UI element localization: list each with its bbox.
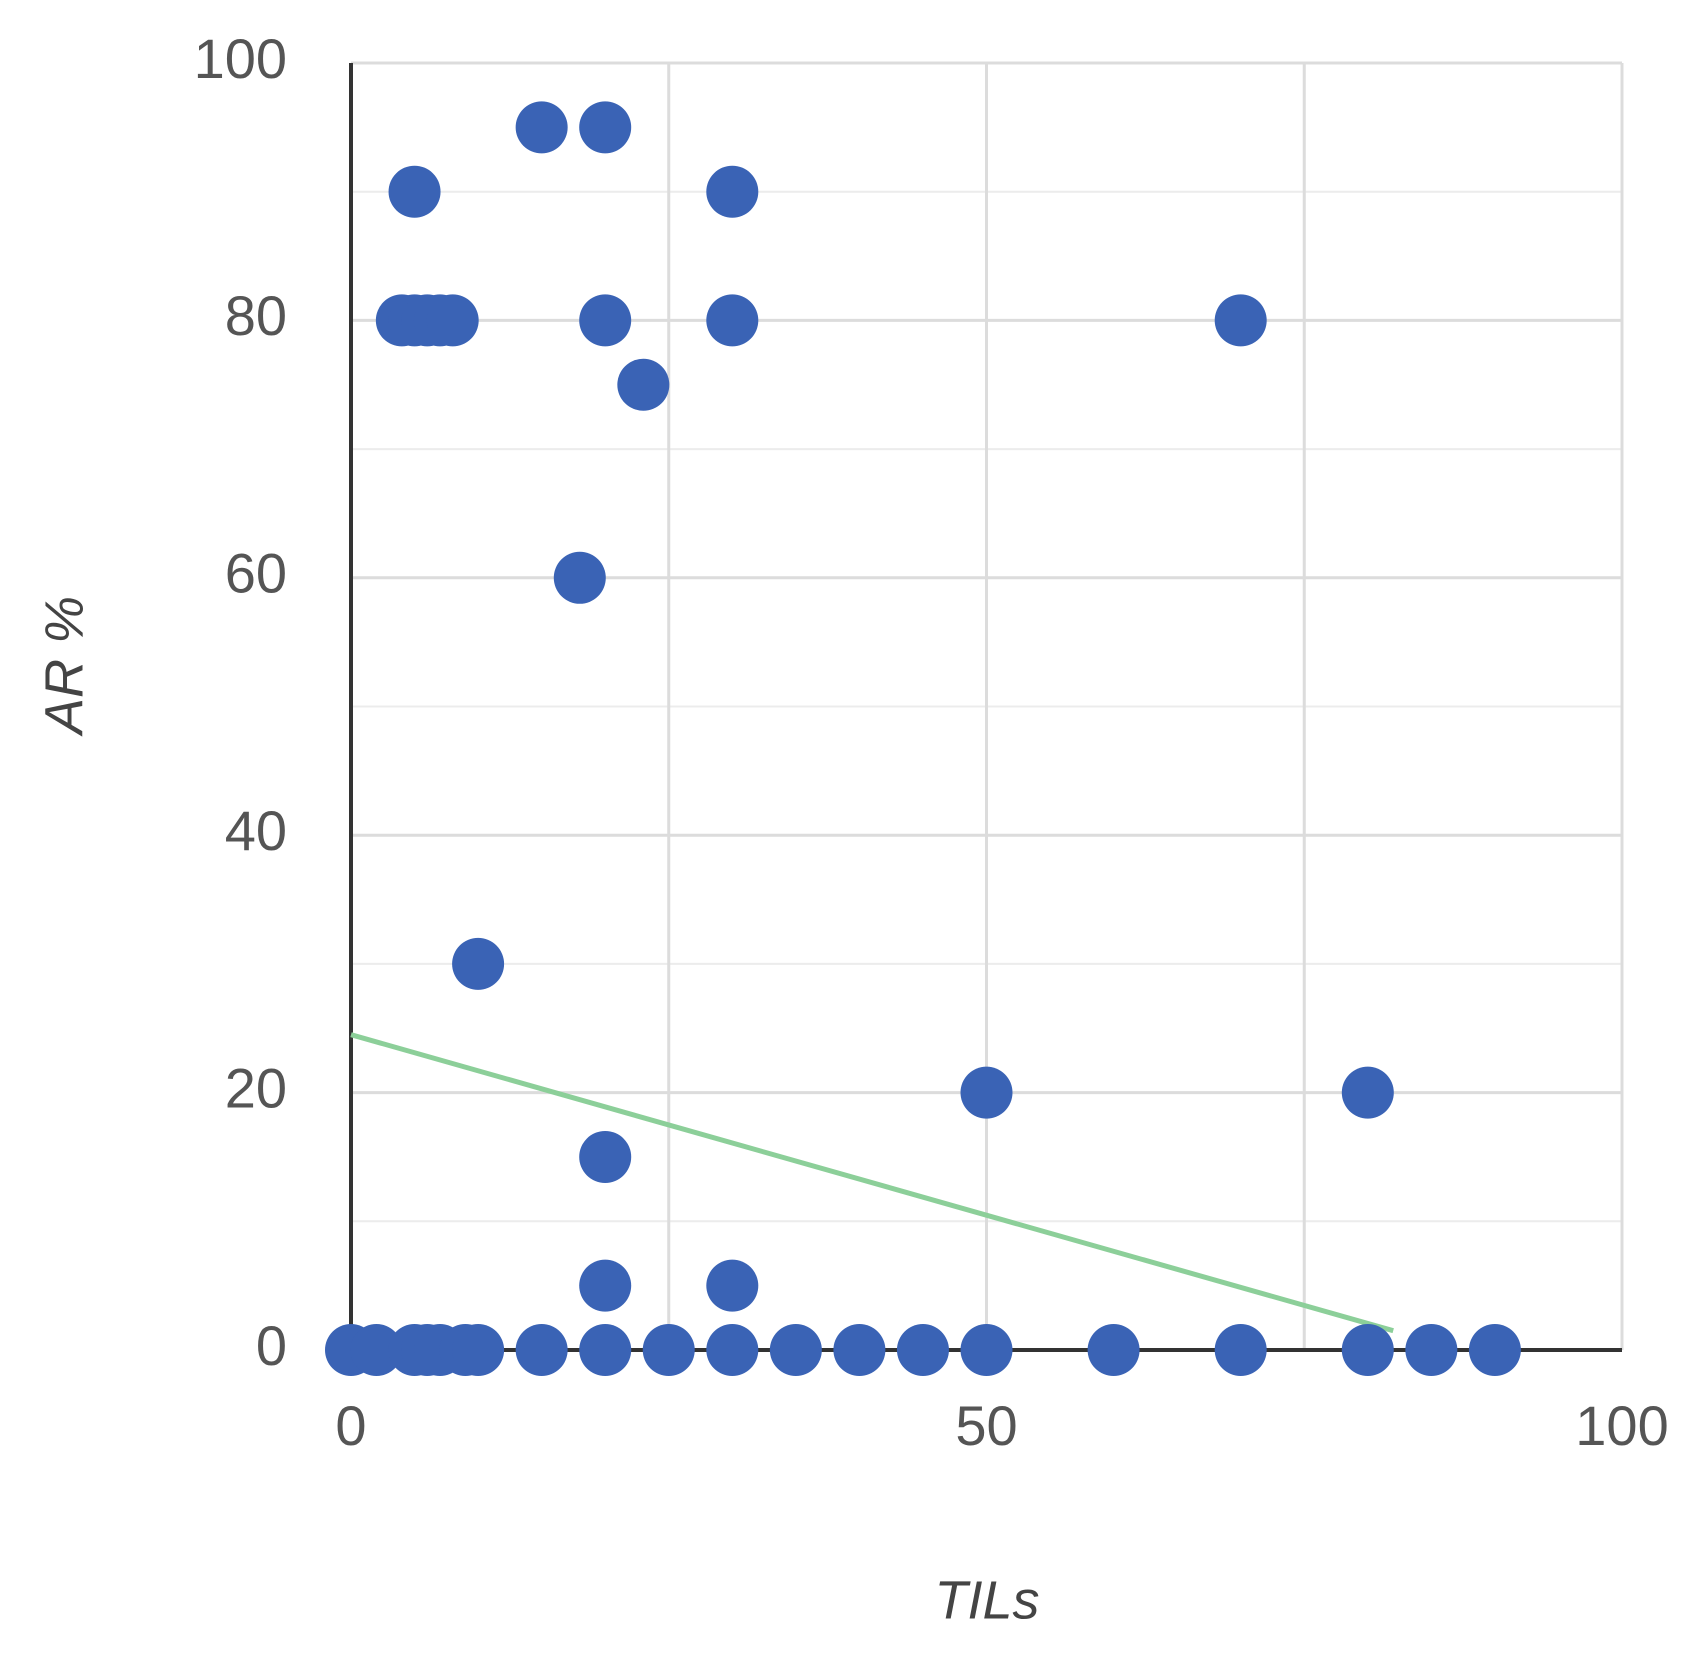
y-tick-label: 100 [194,27,287,90]
x-tick-label: 100 [1575,1394,1668,1457]
point [1405,1324,1458,1376]
point [617,358,670,411]
y-tick-label: 40 [225,799,287,862]
point [515,101,568,154]
point [642,1324,695,1376]
point [1087,1324,1140,1376]
point [452,937,505,990]
y-tick-label: 20 [225,1056,287,1119]
point [833,1324,886,1376]
trendline [350,1032,1394,1334]
point [579,1130,632,1183]
y-axis-title: AR % [34,596,94,737]
point [706,1324,759,1376]
point [1341,1324,1394,1376]
point [706,165,759,218]
y-tick-label: 0 [256,1314,287,1377]
point [515,1324,568,1376]
point [1214,1324,1267,1376]
point [706,1259,759,1312]
y-tick-label: 60 [225,542,287,605]
point [960,1066,1013,1119]
point [579,1259,632,1312]
y-tick-label: 80 [225,284,287,347]
point [1214,294,1267,347]
x-axis-title: TILs [934,1570,1039,1630]
point [960,1324,1013,1376]
point [579,294,632,347]
point [1341,1066,1394,1119]
point [553,551,606,604]
point [388,165,441,218]
point [1468,1324,1521,1376]
point [426,294,479,347]
point [769,1324,822,1376]
point [896,1324,949,1376]
point [579,1324,632,1376]
point [452,1324,505,1376]
point [350,1324,403,1376]
x-tick-label: 0 [335,1394,366,1457]
point [579,101,632,154]
point [706,294,759,347]
x-tick-label: 50 [955,1394,1017,1457]
